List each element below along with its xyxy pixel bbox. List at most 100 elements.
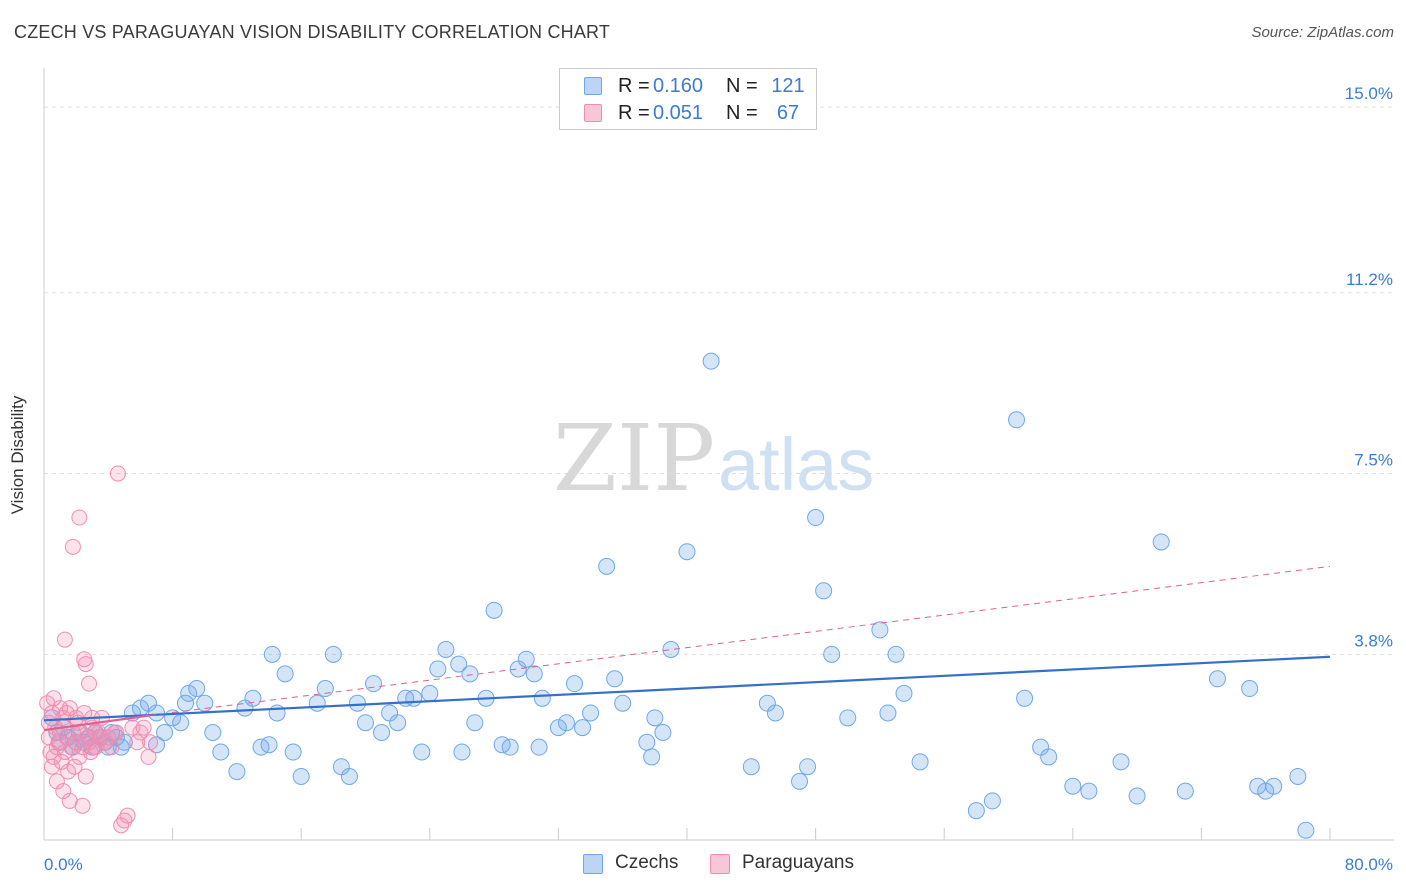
czech-point (565, 675, 583, 693)
legend-n-label: N = (726, 75, 758, 97)
czech-point (582, 704, 600, 722)
paraguayan-point (77, 768, 94, 785)
paraguayan-point (106, 724, 123, 741)
czech-point (1297, 821, 1315, 839)
czech-point (549, 719, 567, 737)
paraguayan-point (71, 509, 88, 526)
paraguayan-point (64, 538, 81, 555)
czech-point (742, 758, 760, 776)
czech-point (156, 724, 174, 742)
legend-n-label: N = (726, 102, 758, 124)
czech-point (646, 709, 664, 727)
czech-point (1176, 782, 1194, 800)
paraguayan-point (129, 734, 146, 751)
legend-n-value-paraguayans: 67 (776, 102, 800, 124)
czech-point (895, 684, 913, 702)
paraguayan-trend-extension (150, 565, 1331, 716)
paraguayan-point (124, 719, 141, 736)
paraguayan-point (56, 631, 73, 648)
paraguayan-point (135, 719, 152, 736)
czech-point (638, 733, 656, 751)
czech-point (324, 645, 342, 663)
paraguayan-point (66, 758, 83, 775)
czech-point (967, 802, 985, 820)
czech-point (643, 748, 661, 766)
czech-point (437, 640, 455, 658)
czech-point (614, 694, 632, 712)
paraguayan-point (119, 807, 136, 824)
paraguayan-point (55, 783, 72, 800)
czech-point (879, 704, 897, 722)
czech-point (1265, 777, 1283, 795)
paraguayan-point (74, 739, 91, 756)
y-tick-label: 3.8% (1354, 631, 1393, 650)
czech-point (983, 792, 1001, 810)
paraguayan-point (74, 797, 91, 814)
y-tick-label: 15.0% (1345, 84, 1393, 103)
czech-point (766, 704, 784, 722)
czech-point (405, 689, 423, 707)
czech-trend-line (43, 655, 1331, 722)
czech-point (148, 736, 166, 754)
czech-point (196, 694, 214, 712)
czech-point (148, 704, 166, 722)
czech-point (887, 645, 905, 663)
paraguayan-point (44, 758, 61, 775)
czech-point (702, 352, 720, 370)
czech-point (517, 650, 535, 668)
czech-point (485, 601, 503, 619)
legend-n-value-czechs: 121 (771, 75, 805, 97)
czech-point (263, 645, 281, 663)
czech-point (413, 743, 431, 761)
czech-point (799, 758, 817, 776)
czech-point (871, 621, 889, 639)
source-credit: Source: ZipAtlas.com (1251, 24, 1394, 41)
czech-point (284, 743, 302, 761)
bottom-legend-label-czechs: Czechs (615, 852, 679, 873)
legend-r-label: R = (618, 102, 650, 124)
czech-point (823, 645, 841, 663)
paraguayan-point (45, 690, 62, 707)
paraguayan-point (52, 700, 69, 717)
czech-point (1289, 767, 1307, 785)
watermark-zip: ZIP (553, 405, 715, 512)
chart-title: CZECH VS PARAGUAYAN VISION DISABILITY CO… (14, 22, 611, 42)
czech-point (212, 743, 230, 761)
paraguayan-point (48, 773, 65, 790)
paraguayan-point (58, 704, 75, 721)
czech-point (501, 738, 519, 756)
czech-point (204, 724, 222, 742)
paraguayan-point (109, 465, 126, 482)
czech-point (373, 724, 391, 742)
paraguayan-point (103, 739, 120, 756)
czech-point (1064, 777, 1082, 795)
czech-point (1080, 782, 1098, 800)
czech-point (365, 675, 383, 693)
czech-point (1241, 680, 1259, 698)
y-tick-label: 7.5% (1354, 451, 1393, 470)
czech-point (172, 714, 190, 732)
czech-point (188, 680, 206, 698)
paraguayan-point (76, 704, 93, 721)
czech-point (1040, 748, 1058, 766)
czech-point (1152, 533, 1170, 551)
czech-point (1257, 782, 1275, 800)
paraguayan-point (58, 729, 75, 746)
paraguayan-point (92, 729, 109, 746)
legend-r-value-paraguayans: 0.051 (653, 102, 704, 124)
paraguayan-point (60, 763, 77, 780)
legend-r-label: R = (618, 75, 650, 97)
paraguayan-point (100, 729, 117, 746)
czech-point (525, 665, 543, 683)
czech-point (1128, 787, 1146, 805)
legend-swatch-paraguayans (584, 104, 602, 122)
czech-point (268, 704, 286, 722)
czech-point (450, 655, 468, 673)
bottom-legend-swatch-paraguayans (710, 854, 730, 874)
czech-point (807, 509, 825, 527)
czech-point (180, 684, 198, 702)
czech-point (574, 719, 592, 737)
czech-point (466, 714, 484, 732)
x-tick-label-max: 80.0% (1345, 855, 1393, 874)
